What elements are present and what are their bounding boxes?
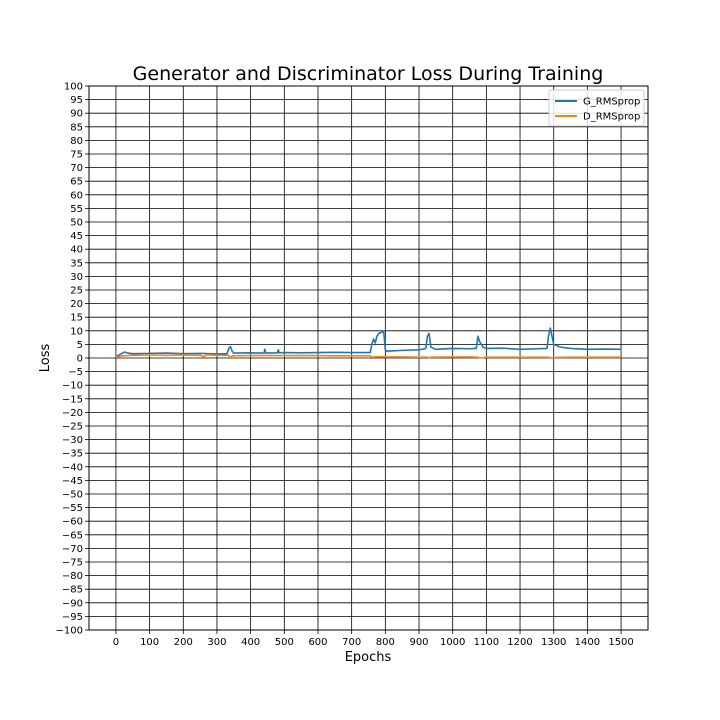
x-tick-label: 1500 (608, 637, 633, 648)
x-tick-label: 1300 (541, 637, 566, 648)
y-tick-label: −55 (62, 503, 83, 514)
y-tick-label: 15 (70, 313, 83, 324)
y-tick-label: 35 (70, 258, 83, 269)
y-tick-label: −90 (62, 598, 83, 609)
y-tick-label: −45 (62, 476, 83, 487)
y-tick-label: −25 (62, 422, 83, 433)
y-tick-label: −100 (56, 626, 83, 637)
legend-label-g-rmsprop: G_RMSprop (583, 97, 640, 108)
series-line-g-rmsprop (115, 327, 622, 358)
y-tick-label: 20 (70, 299, 83, 310)
x-tick-label: 100 (140, 637, 159, 648)
y-tick-label: 90 (70, 109, 83, 120)
y-tick-label: 45 (70, 231, 83, 242)
x-tick-label: 500 (275, 637, 294, 648)
x-axis-label: Epochs (345, 650, 392, 665)
y-tick-label: −35 (62, 449, 83, 460)
x-tick-label: 1100 (474, 637, 499, 648)
y-tick-label: 100 (64, 82, 83, 93)
y-tick-label: 25 (70, 286, 83, 297)
x-tick-label: 600 (308, 637, 327, 648)
y-tick-label: 95 (70, 95, 83, 106)
x-tick-label: 300 (207, 637, 226, 648)
y-tick-label: −20 (62, 408, 83, 419)
x-tick-label: 1400 (575, 637, 600, 648)
y-tick-label: 50 (70, 218, 83, 229)
x-tick-label: 1000 (440, 637, 465, 648)
y-tick-label: −65 (62, 530, 83, 541)
x-tick-label: 0 (113, 637, 119, 648)
y-tick-label: 75 (70, 150, 83, 161)
y-tick-label: −50 (62, 490, 83, 501)
y-axis-label: Loss (38, 344, 53, 373)
y-tick-label: 0 (77, 354, 83, 365)
x-tick-label: 700 (342, 637, 361, 648)
y-tick-label: −95 (62, 612, 83, 623)
y-tick-label: −80 (62, 571, 83, 582)
y-tick-label: 10 (70, 326, 83, 337)
series-lines (115, 327, 622, 359)
x-tick-label: 800 (376, 637, 395, 648)
y-tick-label: −10 (62, 381, 83, 392)
y-tick-label: 30 (70, 272, 83, 283)
y-tick-label: 85 (70, 122, 83, 133)
x-tick-label: 900 (409, 637, 428, 648)
series-line-d-rmsprop (115, 353, 622, 359)
y-tick-label: −75 (62, 558, 83, 569)
y-tick-label: 55 (70, 204, 83, 215)
y-tick-label: −70 (62, 544, 83, 555)
y-tick-label: −60 (62, 517, 83, 528)
legend-label-d-rmsprop: D_RMSprop (583, 112, 640, 123)
y-axis-ticks: 1009590858075706560555045403530252015105… (56, 82, 89, 637)
y-tick-label: −15 (62, 394, 83, 405)
y-tick-label: −40 (62, 462, 83, 473)
x-tick-label: 400 (241, 637, 260, 648)
x-tick-label: 1200 (507, 637, 532, 648)
y-tick-label: 5 (77, 340, 83, 351)
chart-title: Generator and Discriminator Loss During … (133, 63, 604, 85)
y-tick-label: 60 (70, 190, 83, 201)
y-tick-label: 70 (70, 163, 83, 174)
y-tick-label: 40 (70, 245, 83, 256)
y-tick-label: 65 (70, 177, 83, 188)
x-axis-ticks: 0 100 200 300 400 500 600 700 800 900 1000 1100 1200… (113, 630, 634, 648)
legend: G_RMSprop D_RMSprop (548, 89, 645, 127)
y-tick-label: −30 (62, 435, 83, 446)
y-tick-label: −85 (62, 585, 83, 596)
y-tick-label: −5 (68, 367, 83, 378)
x-tick-label: 200 (174, 637, 193, 648)
y-tick-label: 80 (70, 136, 83, 147)
